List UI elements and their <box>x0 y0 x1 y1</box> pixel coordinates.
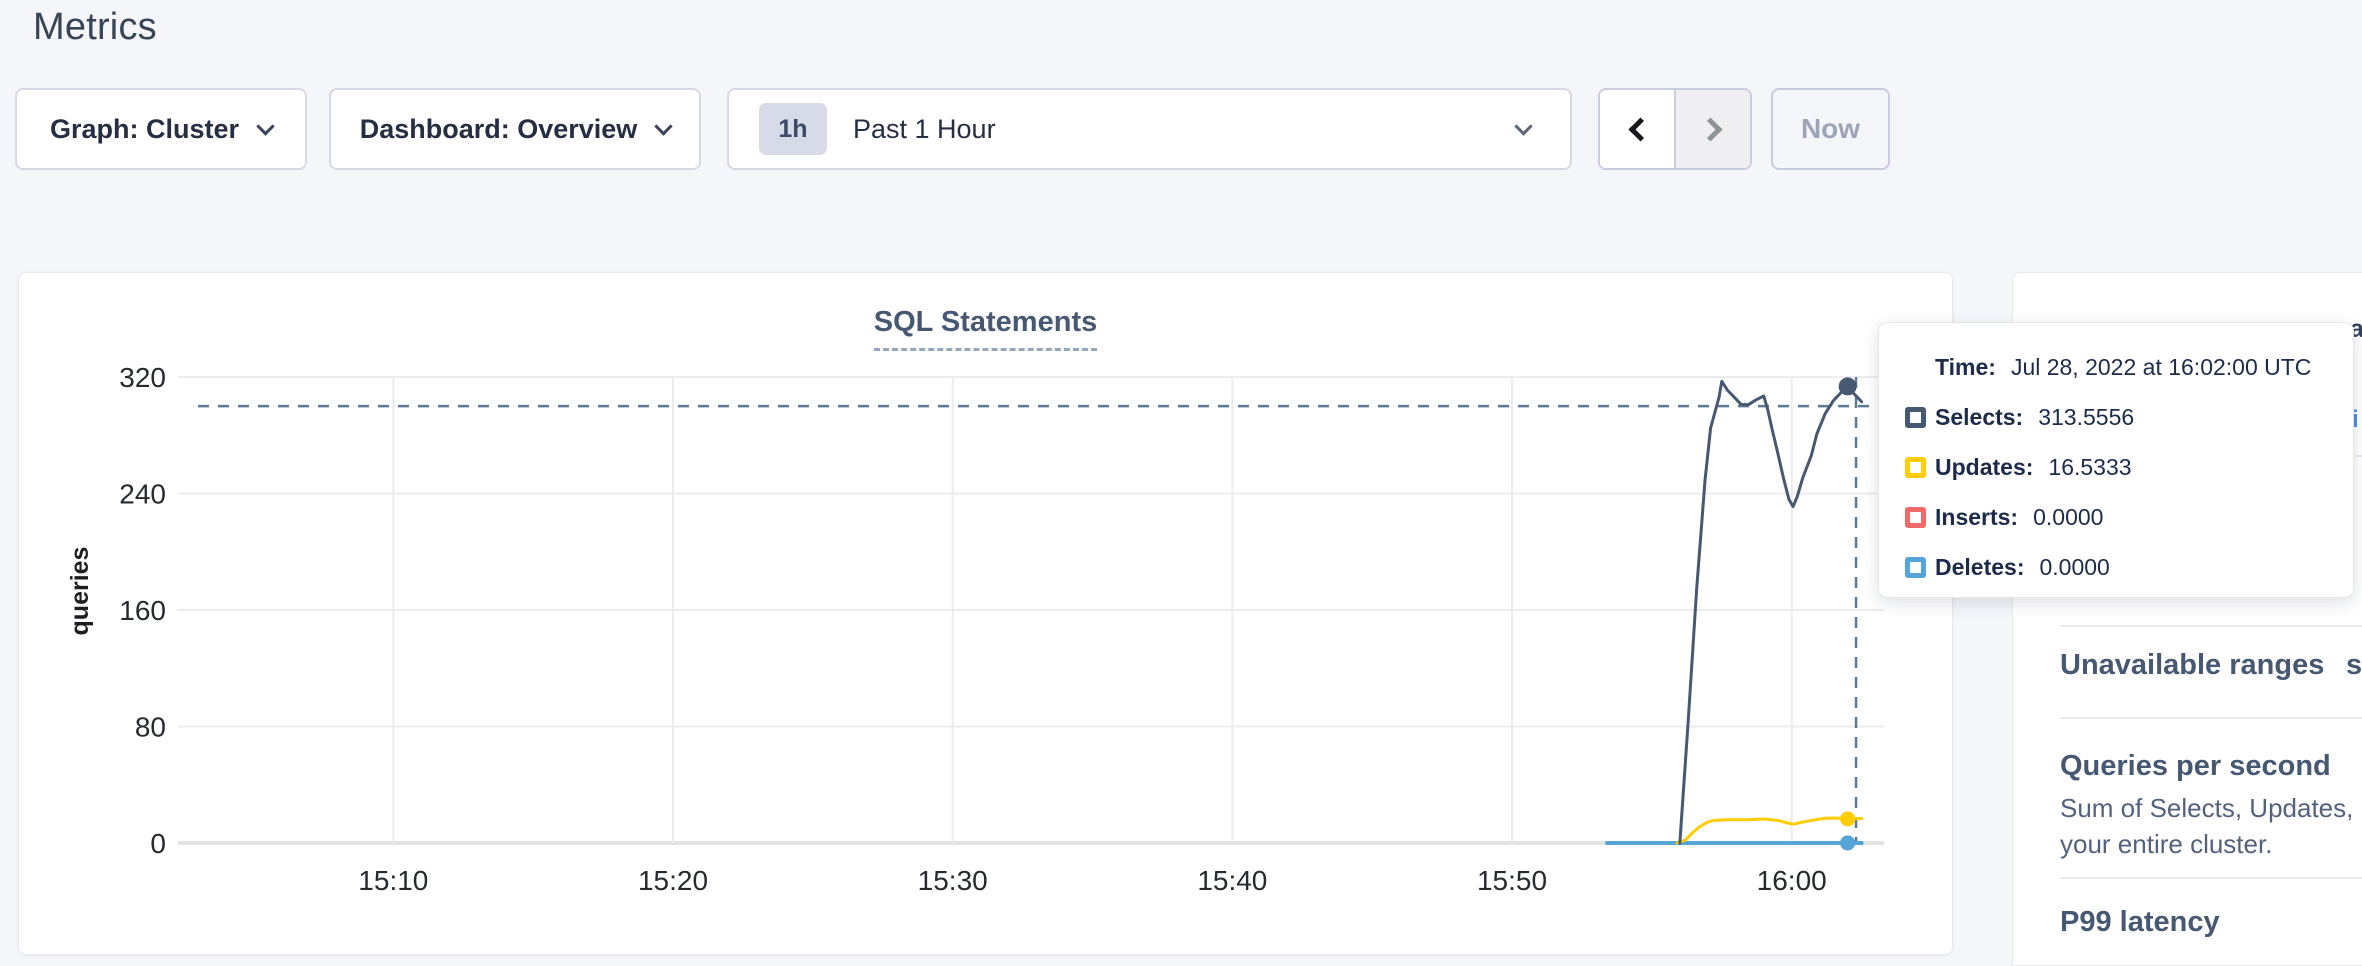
time-range-dropdown[interactable]: 1h Past 1 Hour <box>727 88 1572 170</box>
now-button[interactable]: Now <box>1771 88 1890 170</box>
tooltip-series-value: 313.5556 <box>2038 404 2135 430</box>
tooltip-series-row: Deletes: 0.0000 <box>1905 554 2327 581</box>
page-title: Metrics <box>33 6 157 48</box>
sidebar-item-description-line: your entire cluster. <box>2060 829 2273 859</box>
chart-hover-tooltip: Time: Jul 28, 2022 at 16:02:00 UTC Selec… <box>1878 322 2354 598</box>
hover-point-updates <box>1840 811 1856 827</box>
tooltip-time-value: Jul 28, 2022 at 16:02:00 UTC <box>2010 354 2312 380</box>
x-axis-tick-label: 15:10 <box>358 865 428 896</box>
dashboard-dropdown[interactable]: Dashboard: Overview <box>329 88 701 170</box>
tooltip-series-row: Selects: 313.5556 <box>1905 404 2327 431</box>
sidebar-item-description-line: Sum of Selects, Updates, Inserts <box>2060 793 2362 823</box>
chevron-right-icon <box>1697 116 1723 142</box>
tooltip-series-label: Selects: <box>1935 404 2024 430</box>
sql-statements-chart[interactable]: 0 80 160 240 320 15:10 15:20 15:30 15:40 15:50 16:… <box>18 272 1953 955</box>
series-line-selects <box>1678 379 1864 845</box>
time-back-button[interactable] <box>1600 90 1676 168</box>
tooltip-series-row: Inserts: 0.0000 <box>1905 504 2327 531</box>
chevron-down-icon <box>654 116 673 136</box>
graph-scope-label: Graph: Cluster <box>49 113 240 144</box>
inserts-series-swatch-icon <box>1905 507 1926 528</box>
chart-title-wrap: SQL Statements <box>18 306 1953 351</box>
x-axis-tick-label: 15:30 <box>918 865 988 896</box>
time-forward-button[interactable] <box>1676 90 1750 168</box>
sidebar-divider <box>2060 625 2362 627</box>
sidebar-divider <box>2060 717 2362 719</box>
x-axis-tick-label: 15:40 <box>1197 865 1267 896</box>
sidebar-clipped-text-fragment: s <box>2346 649 2362 681</box>
tooltip-series-value: 0.0000 <box>2039 554 2110 580</box>
updates-series-swatch-icon <box>1905 457 1926 478</box>
y-axis-tick-label: 240 <box>119 479 166 510</box>
sidebar-clipped-link-fragment: i <box>2352 406 2359 433</box>
sidebar-divider <box>2060 877 2362 879</box>
y-axis-tick-label: 0 <box>150 828 166 859</box>
tooltip-series-value: 16.5333 <box>2048 454 2132 480</box>
sidebar-item-p99-latency: P99 latency <box>2060 906 2220 938</box>
x-axis-tick-label: 16:00 <box>1757 865 1827 896</box>
chevron-left-icon <box>1627 116 1653 142</box>
time-range-label: Past 1 Hour <box>853 113 996 144</box>
tooltip-time-label: Time: <box>1935 354 1996 380</box>
hover-point-selects <box>1838 377 1857 396</box>
chevron-down-icon <box>256 116 275 136</box>
sidebar-item-unavailable-ranges: Unavailable ranges <box>2060 649 2325 681</box>
y-axis-tick-label: 160 <box>119 595 166 626</box>
tooltip-series-row: Updates: 16.5333 <box>1905 454 2327 481</box>
dashboard-label: Dashboard: Overview <box>359 113 638 144</box>
hover-point-deletes <box>1840 835 1856 851</box>
y-axis-tick-label: 320 <box>119 362 166 393</box>
sidebar-item-queries-per-second: Queries per second <box>2060 750 2331 782</box>
deletes-series-swatch-icon <box>1905 557 1926 578</box>
tooltip-series-label: Inserts: <box>1935 504 2019 530</box>
chart-title[interactable]: SQL Statements <box>873 306 1098 351</box>
time-nav-group <box>1598 88 1752 170</box>
tooltip-series-label: Updates: <box>1935 454 2034 480</box>
chevron-down-icon <box>1514 116 1533 136</box>
tooltip-time-row: Time: Jul 28, 2022 at 16:02:00 UTC <box>1905 354 2327 381</box>
tooltip-series-label: Deletes: <box>1935 554 2025 580</box>
graph-scope-dropdown[interactable]: Graph: Cluster <box>15 88 307 170</box>
x-axis-tick-label: 15:50 <box>1477 865 1547 896</box>
time-range-badge: 1h <box>759 103 827 155</box>
series-line-updates <box>1675 816 1864 845</box>
tooltip-series-value: 0.0000 <box>2033 504 2104 530</box>
x-axis-tick-label: 15:20 <box>638 865 708 896</box>
y-axis-title: queries <box>66 547 94 636</box>
y-axis-tick-label: 80 <box>135 712 166 743</box>
selects-series-swatch-icon <box>1905 407 1926 428</box>
